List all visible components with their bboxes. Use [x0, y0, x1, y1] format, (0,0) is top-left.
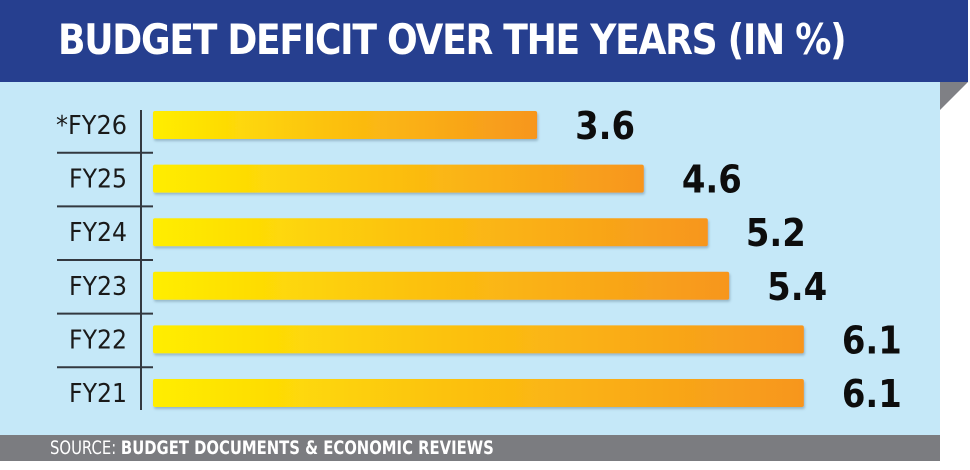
category-label: *FY26 [56, 111, 127, 141]
source-note: SOURCE: BUDGET DOCUMENTS & ECONOMIC REVI… [50, 436, 494, 460]
value-label: 4.6 [682, 158, 742, 202]
source-label: SOURCE: [50, 437, 117, 459]
category-label: FY24 [69, 218, 127, 248]
corner-fold-decoration [940, 82, 968, 110]
value-label: 5.2 [746, 211, 806, 255]
category-label: FY23 [69, 272, 127, 302]
bar-fy26 [153, 111, 538, 139]
category-label: FY25 [69, 165, 127, 195]
bar-fy23 [153, 271, 730, 300]
source-text: BUDGET DOCUMENTS & ECONOMIC REVIEWS [120, 437, 494, 459]
value-label: 3.6 [575, 104, 635, 148]
bar-fy24 [153, 218, 708, 247]
source-bar: SOURCE: BUDGET DOCUMENTS & ECONOMIC REVI… [0, 435, 940, 461]
value-label: 6.1 [842, 318, 902, 362]
bar-fy25 [153, 164, 644, 193]
chart-title: BUDGET DEFICIT OVER THE YEARS (IN %) [58, 15, 847, 64]
chart-panel [0, 82, 940, 435]
category-label: FY21 [69, 379, 127, 409]
bar-fy22 [153, 325, 804, 354]
bar-fy21 [153, 379, 804, 407]
title-banner: BUDGET DEFICIT OVER THE YEARS (IN %) [0, 0, 968, 82]
category-label: FY22 [69, 325, 127, 355]
value-label: 5.4 [767, 265, 827, 309]
value-label: 6.1 [842, 372, 902, 416]
